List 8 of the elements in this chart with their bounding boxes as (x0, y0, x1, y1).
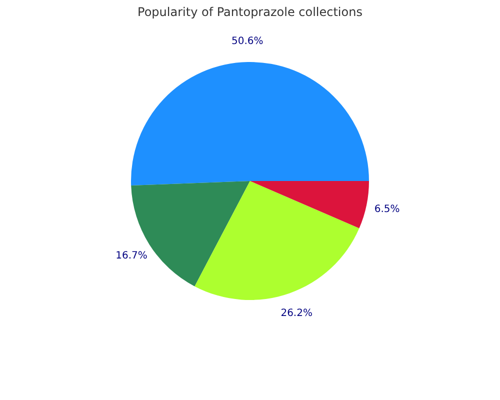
data-label: 16.7% (116, 250, 148, 262)
pie-slice (194, 181, 360, 300)
data-label: 50.6% (231, 36, 264, 47)
pie-slice (131, 62, 369, 186)
chart-title: Popularity of Pantoprazole collections (138, 5, 362, 19)
pie-slice (250, 181, 369, 228)
data-label: 6.5% (374, 204, 400, 216)
data-label: 26.2% (280, 308, 312, 319)
